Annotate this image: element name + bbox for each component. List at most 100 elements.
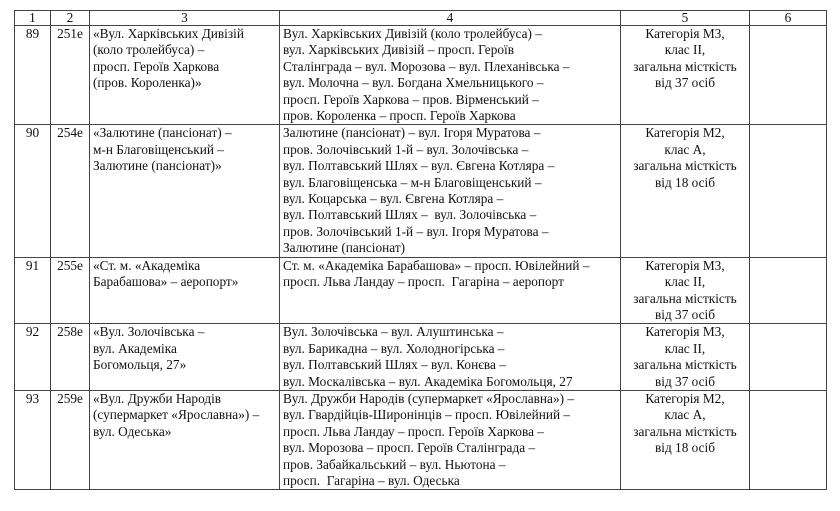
route-path-line: вул. Коцарська – вул. Євгена Котляра – <box>283 191 504 207</box>
route-path-line: пров. Короленка – просп. Героїв Харкова <box>283 108 516 124</box>
vehicle-category-line: від 37 осіб <box>654 373 716 389</box>
vehicle-category-line: від 18 осіб <box>654 174 716 190</box>
route-name: «Вул. Золочівська – вул. Академіка Богомол… <box>89 323 280 391</box>
route-number: 259е <box>50 389 90 491</box>
header-cell: 6 <box>749 10 827 26</box>
route-path-line: вул. Полтавський Шлях – вул. Конєва – <box>283 357 506 373</box>
route-name-line: (пров. Короленка)» <box>93 75 202 91</box>
route-number: 255е <box>50 256 90 325</box>
vehicle-category-line: клас ІІ, <box>664 274 706 290</box>
route-path-line: просп. Льва Ландау – просп. Героїв Харко… <box>283 423 544 439</box>
vehicle-category-line: загальна місткість <box>633 290 737 306</box>
route-path-line: Вул. Золочівська – вул. Алуштинська – <box>283 324 504 340</box>
vehicle-category-line: загальна місткість <box>633 58 737 74</box>
route-name-line: м-н Благовіщенський – <box>93 141 224 157</box>
header-cell: 4 <box>279 10 621 26</box>
route-path-line: Залютине (пансіонат) <box>283 240 406 256</box>
vehicle-category-line: загальна місткість <box>633 423 737 439</box>
route-path-line: вул. Гвардійців-Широнінців – просп. Ювіл… <box>283 407 571 423</box>
route-path-line: Вул. Дружби Народів (супермаркет «Яросла… <box>283 390 574 406</box>
vehicle-category-line: клас ІІ, <box>664 340 706 356</box>
route-path: Вул. Харківських Дивізій (коло тролейбус… <box>279 24 621 126</box>
route-name: «Залютине (пансіонат) – м-н Благовіщенськ… <box>89 124 280 258</box>
table-row: 93 259е «Вул. Дружби Народів (супермаркет «… <box>14 389 827 491</box>
route-path-line: вул. Харківських Дивізій – просп. Героїв <box>283 42 514 58</box>
route-name-line: «Вул. Дружби Народів <box>93 390 222 406</box>
route-name-line: (супермаркет «Ярославна») – <box>93 407 260 423</box>
note <box>749 323 827 391</box>
route-path-line: вул. Москалівська – вул. Академіка Богом… <box>283 373 573 389</box>
route-name-line: Барабашова» – аеропорт» <box>93 274 239 290</box>
route-path-line: Залютине (пансіонат) – вул. Ігоря Мурато… <box>283 125 541 141</box>
route-path-line: вул. Барикадна – вул. Холодногірська – <box>283 340 505 356</box>
note <box>749 124 827 258</box>
table-row: 89 251е «Вул. Харківських Дивізій (коло тро… <box>14 24 827 126</box>
route-name-line: Залютине (пансіонат)» <box>93 158 222 174</box>
vehicle-category-line: клас А, <box>664 141 706 157</box>
route-name-line: «Ст. м. «Академіка <box>93 257 201 273</box>
route-path-line: вул. Морозова – просп. Героїв Сталінград… <box>283 440 536 456</box>
route-name-line: «Вул. Харківських Дивізій <box>93 26 244 41</box>
vehicle-category-line: загальна місткість <box>633 158 737 174</box>
row-number: 89 <box>14 24 51 126</box>
row-number: 90 <box>14 124 51 258</box>
vehicle-category: Категорія М3, клас ІІ, загальна місткість в… <box>620 256 750 325</box>
route-name: «Ст. м. «Академіка Барабашова» – аеропорт… <box>89 256 280 325</box>
route-path-line: пров. Золочівський 1-й – вул. Ігоря Мура… <box>283 223 549 239</box>
vehicle-category-line: клас А, <box>664 407 706 423</box>
route-name-line: вул. Одеська» <box>93 423 172 439</box>
route-path-line: вул. Молочна – вул. Богдана Хмельницьког… <box>283 75 544 91</box>
note <box>749 24 827 126</box>
vehicle-category-line: Категорія М2, <box>645 125 725 141</box>
header-cell: 3 <box>89 10 280 26</box>
route-name-line: (коло тролейбуса) – <box>93 42 205 58</box>
route-name-line: просп. Героїв Харкова <box>93 58 220 74</box>
route-name-line: Богомольця, 27» <box>93 357 187 373</box>
route-path: Вул. Дружби Народів (супермаркет «Яросла… <box>279 389 621 491</box>
routes-table: 1 2 3 4 5 6 89 251е «Вул. Харківських Диві… <box>14 10 827 491</box>
route-path-line: вул. Полтавський Шлях – вул. Золочівська… <box>283 207 537 223</box>
route-path-line: просп. Гагаріна – вул. Одеська <box>283 472 460 488</box>
route-name-line: вул. Академіка <box>93 340 177 356</box>
vehicle-category: Категорія М2, клас А, загальна місткість ві… <box>620 389 750 491</box>
header-cell: 1 <box>14 10 51 26</box>
route-path-line: вул. Полтавський Шлях – вул. Євгена Котл… <box>283 158 555 174</box>
route-path-line: Сталінграда – вул. Морозова – вул. Плеха… <box>283 58 570 74</box>
vehicle-category: Категорія М3, клас ІІ, загальна місткість в… <box>620 323 750 391</box>
vehicle-category-line: клас ІІ, <box>664 42 706 58</box>
route-path: Вул. Золочівська – вул. Алуштинська – вул… <box>279 323 621 391</box>
note <box>749 389 827 491</box>
row-number: 92 <box>14 323 51 391</box>
vehicle-category-line: Категорія М3, <box>645 26 725 41</box>
row-number: 93 <box>14 389 51 491</box>
vehicle-category-line: Категорія М3, <box>645 324 725 340</box>
route-name: «Вул. Дружби Народів (супермаркет «Яросла… <box>89 389 280 491</box>
table-row: 92 258е «Вул. Золочівська – вул. Академіка Б… <box>14 323 827 391</box>
vehicle-category-line: загальна місткість <box>633 357 737 373</box>
header-cell: 5 <box>620 10 750 26</box>
route-number: 251е <box>50 24 90 126</box>
header-row: 1 2 3 4 5 6 <box>14 10 827 26</box>
header-cell: 2 <box>50 10 90 26</box>
table-row: 91 255е «Ст. м. «Академіка Барабашова» – ае… <box>14 256 827 325</box>
route-path-line: просп. Льва Ландау – просп. Гагаріна – а… <box>283 274 564 290</box>
route-path-line: Вул. Харківських Дивізій (коло тролейбус… <box>283 26 542 41</box>
vehicle-category-line: Категорія М2, <box>645 390 725 406</box>
vehicle-category-line: від 18 осіб <box>654 440 716 456</box>
route-path-line: вул. Благовіщенська – м-н Благовіщенськи… <box>283 174 542 190</box>
route-number: 258е <box>50 323 90 391</box>
route-path-line: Ст. м. «Академіка Барабашова» – просп. Ю… <box>283 257 590 273</box>
route-path-line: просп. Героїв Харкова – пров. Вірменськи… <box>283 91 539 107</box>
route-name-line: «Залютине (пансіонат) – <box>93 125 232 141</box>
route-path-line: пров. Золочівський 1-й – вул. Золочівськ… <box>283 141 529 157</box>
vehicle-category: Категорія М2, клас А, загальна місткість ві… <box>620 124 750 258</box>
route-name-line: «Вул. Золочівська – <box>93 324 205 340</box>
vehicle-category-line: від 37 осіб <box>654 306 716 322</box>
vehicle-category-line: від 37 осіб <box>654 75 716 91</box>
row-number: 91 <box>14 256 51 325</box>
route-name: «Вул. Харківських Дивізій (коло тролейбус… <box>89 24 280 126</box>
vehicle-category-line: Категорія М3, <box>645 257 725 273</box>
route-path: Ст. м. «Академіка Барабашова» – просп. Ю… <box>279 256 621 325</box>
route-number: 254е <box>50 124 90 258</box>
route-path: Залютине (пансіонат) – вул. Ігоря Мурато… <box>279 124 621 258</box>
